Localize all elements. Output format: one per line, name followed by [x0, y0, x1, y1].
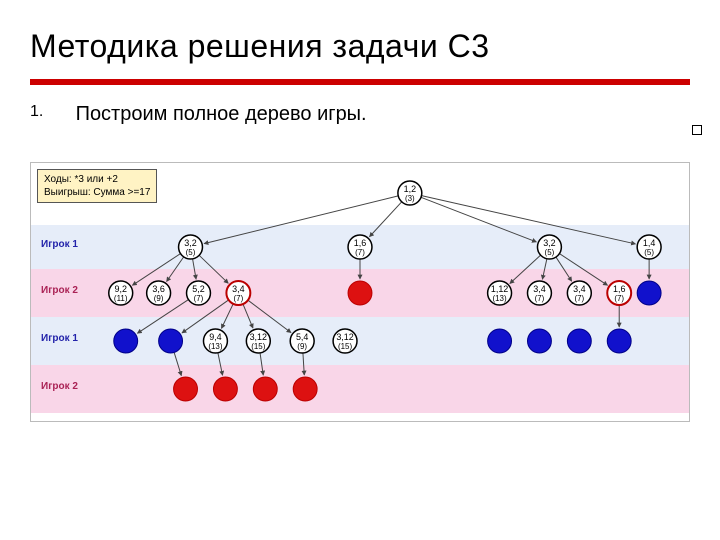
svg-text:3,12: 3,12	[336, 332, 353, 342]
svg-text:3,4: 3,4	[573, 284, 585, 294]
svg-text:(13): (13)	[208, 342, 222, 351]
svg-text:1,6: 1,6	[613, 284, 625, 294]
svg-text:(5): (5)	[545, 248, 555, 257]
slide-title: Методика решения задачи С3	[30, 28, 690, 65]
tree-svg: 1,2(3)3,2(5)1,6(7)3,2(5)1,4(5)9,2(11)3,6…	[31, 163, 689, 421]
svg-text:(5): (5)	[644, 248, 654, 257]
svg-text:1,6: 1,6	[354, 238, 366, 248]
slide-marker	[692, 125, 702, 135]
svg-text:(3): (3)	[405, 194, 415, 203]
svg-text:(15): (15)	[251, 342, 265, 351]
game-tree-diagram: Игрок 1 Игрок 2 Игрок 1 Игрок 2 Ходы: *3…	[30, 162, 690, 422]
svg-text:3,6: 3,6	[152, 284, 164, 294]
svg-text:9,4: 9,4	[209, 332, 221, 342]
svg-text:(7): (7)	[234, 294, 244, 303]
svg-text:5,4: 5,4	[296, 332, 308, 342]
svg-text:(11): (11)	[114, 294, 128, 303]
svg-text:1,2: 1,2	[404, 184, 416, 194]
svg-text:(13): (13)	[493, 294, 507, 303]
svg-text:(9): (9)	[297, 342, 307, 351]
svg-text:9,2: 9,2	[115, 284, 127, 294]
svg-text:(7): (7)	[574, 294, 584, 303]
svg-text:(7): (7)	[355, 248, 365, 257]
svg-text:3,2: 3,2	[543, 238, 555, 248]
svg-text:5,2: 5,2	[192, 284, 204, 294]
svg-text:3,4: 3,4	[533, 284, 545, 294]
list-number: 1.	[30, 103, 70, 121]
svg-text:1,12: 1,12	[491, 284, 508, 294]
svg-text:(15): (15)	[338, 342, 352, 351]
svg-text:(7): (7)	[194, 294, 204, 303]
svg-text:(5): (5)	[186, 248, 196, 257]
svg-text:3,4: 3,4	[232, 284, 244, 294]
svg-text:(7): (7)	[535, 294, 545, 303]
svg-text:(9): (9)	[154, 294, 164, 303]
svg-text:(7): (7)	[614, 294, 624, 303]
svg-text:3,12: 3,12	[250, 332, 267, 342]
body-text: 1. Построим полное дерево игры.	[0, 85, 720, 126]
svg-text:1,4: 1,4	[643, 238, 655, 248]
svg-text:3,2: 3,2	[184, 238, 196, 248]
list-text: Построим полное дерево игры.	[76, 103, 367, 126]
